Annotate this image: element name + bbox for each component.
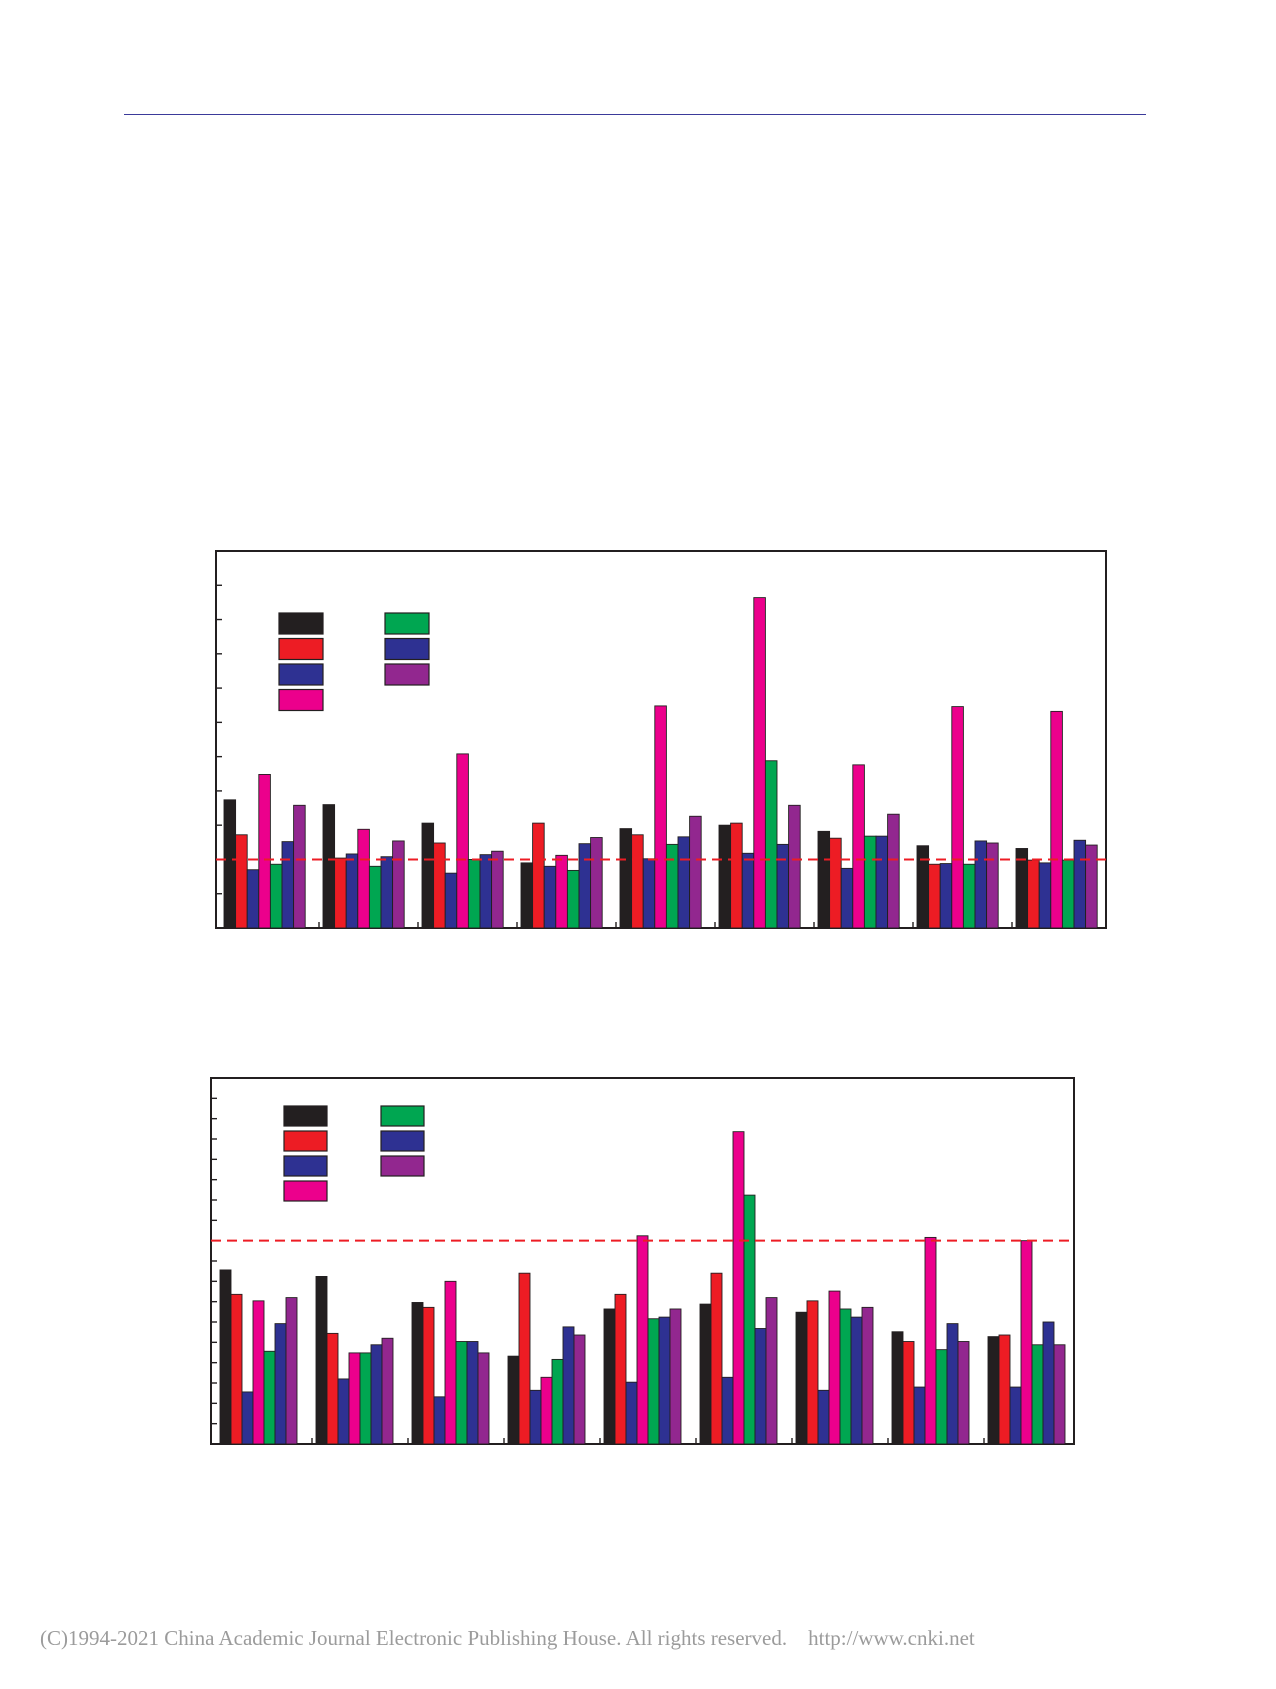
- bar: [573, 1334, 586, 1445]
- bar: [241, 1391, 254, 1445]
- bar: [477, 1352, 490, 1445]
- bar: [788, 804, 801, 929]
- bar: [540, 1376, 553, 1445]
- bar: [765, 1297, 778, 1445]
- bar: [913, 1386, 926, 1445]
- bar: [935, 1349, 948, 1445]
- bar: [721, 1376, 734, 1445]
- bar: [732, 1131, 745, 1445]
- bar: [636, 1235, 649, 1445]
- bar: [411, 1302, 424, 1445]
- bar: [986, 842, 999, 929]
- bar: [518, 1272, 531, 1445]
- bar: [924, 1236, 937, 1445]
- bar: [348, 1352, 361, 1445]
- bar: [1020, 1240, 1033, 1445]
- bar: [1031, 1344, 1044, 1445]
- bar: [658, 1316, 671, 1445]
- bar: [433, 1396, 446, 1445]
- legend-swatch: [278, 637, 324, 661]
- bar: [274, 1323, 287, 1445]
- bar: [444, 1280, 457, 1445]
- bar: [861, 1306, 874, 1445]
- bar: [1042, 1321, 1055, 1445]
- legend-swatch: [278, 612, 324, 635]
- bar: [466, 1341, 479, 1445]
- bar: [326, 1332, 339, 1445]
- legend-swatch: [283, 1130, 328, 1152]
- bar: [891, 1331, 904, 1445]
- bar: [839, 1308, 852, 1445]
- bar: [998, 1334, 1011, 1445]
- bar: [562, 1326, 575, 1445]
- bar: [359, 1352, 372, 1445]
- legend-swatch: [384, 637, 430, 661]
- bar: [957, 1341, 970, 1445]
- bar: [1085, 844, 1098, 929]
- bar: [987, 1336, 1000, 1445]
- bar: [263, 1350, 276, 1445]
- bar: [625, 1381, 638, 1445]
- legend-swatch: [384, 612, 430, 635]
- bar: [654, 705, 667, 929]
- footer-copyright: (C)1994-2021 China Academic Journal Elec…: [40, 1626, 975, 1650]
- legend-swatch: [283, 1105, 328, 1127]
- bar: [456, 753, 469, 929]
- bar: [614, 1293, 627, 1445]
- legend-swatch: [283, 1155, 328, 1177]
- bar: [1050, 710, 1063, 929]
- bar: [315, 1276, 328, 1445]
- bar: [603, 1308, 616, 1445]
- bar: [337, 1378, 350, 1445]
- bar: [1009, 1386, 1022, 1445]
- bar: [754, 1328, 767, 1445]
- bar: [689, 815, 702, 929]
- bar: [902, 1341, 915, 1445]
- legend-swatch: [384, 663, 430, 686]
- bar: [491, 850, 504, 929]
- bar: [258, 774, 271, 929]
- bar: [219, 1269, 232, 1445]
- bar: [381, 1337, 394, 1445]
- bar: [529, 1389, 542, 1445]
- bar: [828, 1290, 841, 1445]
- bar: [710, 1272, 723, 1445]
- legend-swatch: [380, 1130, 425, 1152]
- bar: [887, 813, 900, 929]
- bar: [293, 804, 306, 929]
- bar: [422, 1306, 435, 1445]
- legend-swatch: [278, 663, 324, 686]
- legend-swatch: [283, 1180, 328, 1202]
- bar: [850, 1316, 863, 1445]
- bar: [795, 1311, 808, 1445]
- bar: [647, 1318, 660, 1445]
- legend-swatch: [380, 1155, 425, 1177]
- legend-swatch: [278, 688, 324, 712]
- bar: [1053, 1344, 1066, 1445]
- bar: [507, 1355, 520, 1445]
- bar: [252, 1300, 265, 1445]
- bar: [392, 840, 405, 929]
- bar: [370, 1344, 383, 1445]
- bar: [806, 1300, 819, 1445]
- bar: [551, 1358, 564, 1445]
- header-rule: [124, 114, 1146, 115]
- bar: [455, 1341, 468, 1445]
- bar: [669, 1308, 682, 1445]
- bar: [817, 1389, 830, 1445]
- bar: [699, 1303, 712, 1445]
- bar: [285, 1297, 298, 1445]
- bar: [951, 706, 964, 929]
- bar: [590, 837, 603, 929]
- bar: [743, 1194, 756, 1445]
- bar: [946, 1323, 959, 1445]
- legend-swatch: [380, 1105, 425, 1127]
- bar: [230, 1293, 243, 1445]
